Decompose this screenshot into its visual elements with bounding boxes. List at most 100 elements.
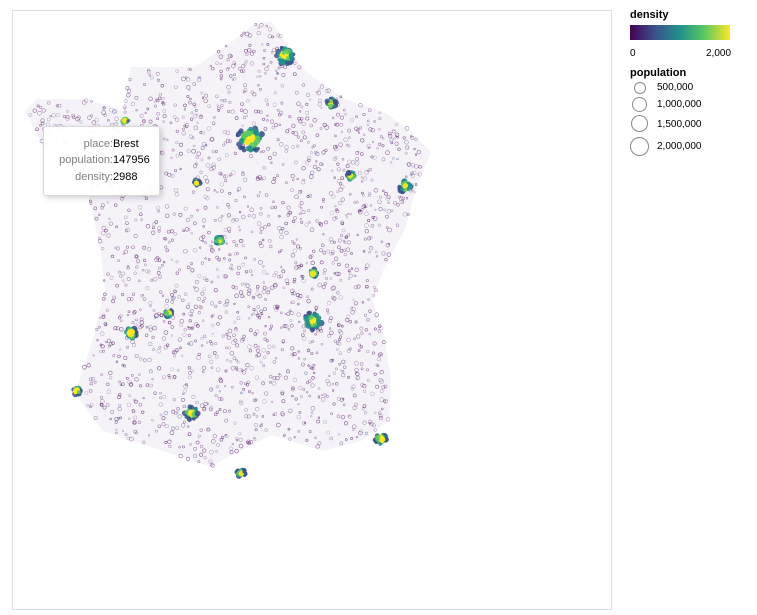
place-point[interactable] [335, 367, 338, 371]
place-point[interactable] [368, 422, 371, 425]
place-point[interactable] [299, 189, 303, 193]
place-point[interactable] [257, 26, 260, 30]
place-point[interactable] [205, 278, 209, 282]
place-point[interactable] [228, 230, 231, 233]
place-point[interactable] [276, 174, 279, 178]
place-point[interactable] [280, 326, 283, 329]
place-point[interactable] [207, 354, 212, 359]
place-point[interactable] [204, 257, 207, 260]
place-point[interactable] [292, 353, 295, 356]
place-point[interactable] [223, 173, 229, 179]
place-point[interactable] [134, 218, 138, 222]
place-point[interactable] [175, 154, 180, 158]
place-point[interactable] [252, 92, 257, 97]
place-point[interactable] [340, 233, 344, 237]
place-point[interactable] [272, 273, 277, 278]
place-point[interactable] [354, 367, 359, 372]
place-point[interactable] [230, 263, 234, 267]
place-point[interactable] [201, 319, 205, 323]
place-point[interactable] [375, 436, 380, 442]
place-point[interactable] [275, 69, 278, 72]
place-point[interactable] [378, 326, 384, 331]
place-point[interactable] [316, 419, 321, 424]
place-point[interactable] [121, 293, 125, 297]
place-point[interactable] [262, 176, 267, 181]
place-point[interactable] [259, 360, 263, 364]
place-point[interactable] [332, 157, 337, 162]
place-point[interactable] [249, 207, 254, 213]
place-point[interactable] [374, 208, 377, 212]
place-point[interactable] [148, 369, 153, 374]
place-point[interactable] [276, 138, 280, 142]
place-point[interactable] [252, 49, 256, 54]
place-point[interactable] [337, 245, 341, 250]
place-point[interactable] [202, 448, 207, 453]
place-point[interactable] [340, 324, 344, 328]
place-point[interactable] [117, 406, 122, 412]
place-point[interactable] [292, 377, 297, 382]
place-point[interactable] [164, 237, 168, 241]
place-point[interactable] [286, 205, 291, 210]
place-point[interactable] [167, 320, 172, 325]
place-point[interactable] [214, 342, 218, 346]
place-point[interactable] [162, 109, 167, 113]
place-point[interactable] [145, 383, 150, 387]
place-point[interactable] [191, 148, 196, 154]
place-point[interactable] [176, 407, 180, 411]
place-point[interactable] [110, 409, 115, 415]
place-point[interactable] [119, 327, 124, 332]
place-point[interactable] [336, 167, 341, 172]
place-point[interactable] [111, 341, 115, 346]
place-point[interactable] [157, 96, 162, 101]
place-point[interactable] [330, 169, 334, 172]
place-point[interactable] [55, 113, 60, 118]
place-point[interactable] [217, 315, 223, 320]
place-point[interactable] [101, 225, 107, 231]
place-point[interactable] [309, 123, 314, 128]
place-point[interactable] [261, 364, 266, 368]
place-point[interactable] [236, 252, 240, 256]
place-point[interactable] [360, 138, 365, 143]
place-point[interactable] [308, 394, 312, 398]
place-point[interactable] [250, 90, 254, 94]
place-point[interactable] [241, 262, 245, 267]
place-point[interactable] [332, 296, 337, 301]
place-point[interactable] [247, 214, 251, 218]
place-point[interactable] [170, 325, 175, 329]
place-point[interactable] [259, 424, 263, 428]
place-point[interactable] [386, 209, 392, 214]
place-point[interactable] [211, 162, 216, 168]
place-point[interactable] [326, 430, 330, 435]
place-point[interactable] [175, 69, 179, 74]
place-point[interactable] [163, 237, 167, 241]
place-point[interactable] [366, 123, 370, 127]
place-point[interactable] [387, 201, 390, 204]
place-point[interactable] [169, 430, 175, 436]
place-point[interactable] [216, 443, 220, 447]
place-point[interactable] [155, 71, 160, 76]
place-point[interactable] [195, 155, 199, 159]
place-point[interactable] [280, 348, 284, 352]
place-point[interactable] [37, 110, 42, 116]
place-point[interactable] [315, 90, 319, 94]
place-point[interactable] [386, 252, 391, 257]
place-point[interactable] [208, 459, 213, 464]
place-point[interactable] [286, 213, 290, 217]
place-point[interactable] [349, 118, 354, 123]
place-point[interactable] [353, 301, 359, 306]
place-point[interactable] [105, 340, 108, 344]
place-point[interactable] [178, 445, 181, 449]
place-point[interactable] [277, 66, 281, 70]
place-point[interactable] [257, 346, 260, 349]
place-point[interactable] [280, 411, 285, 416]
place-point[interactable] [272, 102, 277, 107]
place-point[interactable] [399, 196, 404, 201]
place-point[interactable] [256, 75, 259, 78]
place-point[interactable] [164, 204, 170, 209]
place-point[interactable] [303, 421, 307, 425]
place-point[interactable] [93, 416, 98, 420]
place-point[interactable] [292, 242, 296, 245]
place-point[interactable] [360, 180, 364, 183]
place-point[interactable] [345, 247, 351, 252]
place-point[interactable] [383, 384, 388, 389]
